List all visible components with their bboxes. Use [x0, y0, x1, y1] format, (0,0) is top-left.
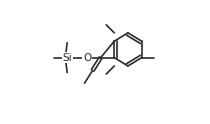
- Text: O: O: [83, 53, 91, 63]
- Text: Si: Si: [62, 53, 72, 63]
